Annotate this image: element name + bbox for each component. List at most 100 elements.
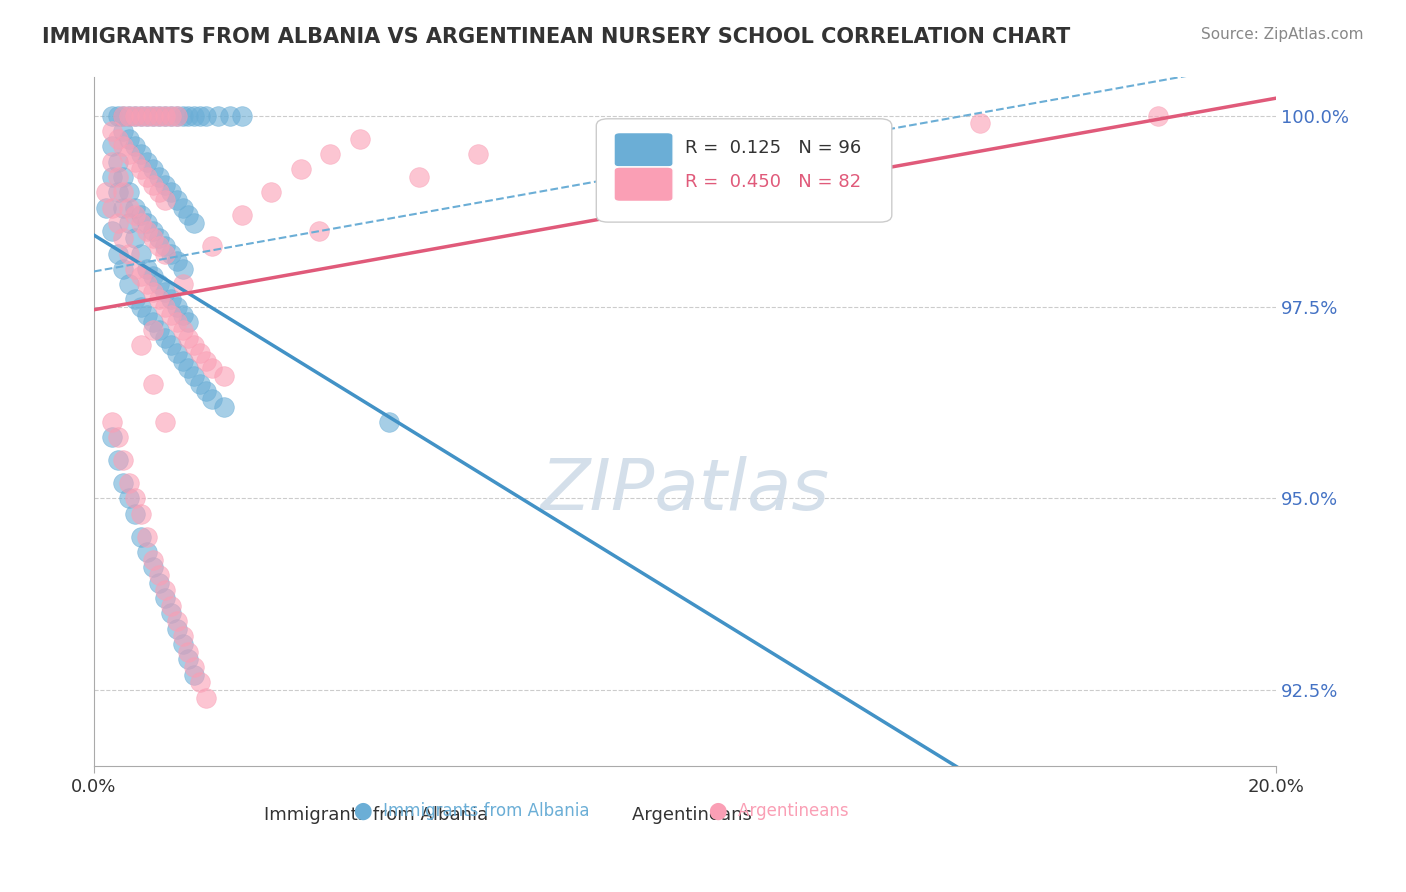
Text: Immigrants from Albania                         Argentineans: Immigrants from Albania Argentineans bbox=[264, 805, 752, 823]
Point bbox=[159, 246, 181, 260]
Point bbox=[159, 607, 181, 621]
Point bbox=[100, 154, 122, 169]
Point bbox=[188, 346, 211, 360]
Point bbox=[183, 660, 205, 674]
Text: ZIPatlas: ZIPatlas bbox=[540, 457, 830, 525]
Point bbox=[195, 384, 218, 399]
Point bbox=[183, 216, 205, 230]
Point bbox=[142, 109, 165, 123]
Point bbox=[172, 323, 194, 337]
FancyBboxPatch shape bbox=[596, 119, 891, 222]
Point bbox=[159, 109, 181, 123]
Point bbox=[142, 285, 165, 299]
Point bbox=[166, 193, 188, 207]
Point bbox=[148, 186, 170, 200]
Point bbox=[172, 353, 194, 368]
Point bbox=[107, 154, 129, 169]
Point bbox=[118, 147, 141, 161]
Point bbox=[124, 109, 146, 123]
Point bbox=[231, 109, 253, 123]
Point bbox=[142, 376, 165, 391]
Point bbox=[319, 147, 342, 161]
Point bbox=[124, 507, 146, 521]
Point bbox=[107, 453, 129, 467]
Point bbox=[107, 246, 129, 260]
Point bbox=[148, 239, 170, 253]
Point bbox=[142, 162, 165, 177]
Point bbox=[183, 338, 205, 352]
Point bbox=[124, 109, 146, 123]
Point bbox=[100, 415, 122, 429]
Point bbox=[112, 201, 135, 215]
Point bbox=[153, 109, 176, 123]
Point bbox=[218, 109, 240, 123]
Point bbox=[195, 690, 218, 705]
Point bbox=[148, 109, 170, 123]
Point bbox=[148, 568, 170, 582]
Text: Source: ZipAtlas.com: Source: ZipAtlas.com bbox=[1201, 27, 1364, 42]
Point bbox=[177, 361, 200, 376]
Point bbox=[129, 269, 152, 284]
Point bbox=[153, 331, 176, 345]
Point bbox=[136, 308, 159, 322]
Point bbox=[136, 169, 159, 184]
Text: R =  0.125   N = 96: R = 0.125 N = 96 bbox=[685, 139, 862, 157]
Point bbox=[124, 231, 146, 245]
Point bbox=[112, 124, 135, 138]
Point bbox=[153, 415, 176, 429]
Point bbox=[107, 216, 129, 230]
Point bbox=[166, 300, 188, 314]
Point bbox=[177, 315, 200, 329]
Point bbox=[142, 560, 165, 574]
Point bbox=[148, 277, 170, 292]
Point bbox=[188, 376, 211, 391]
Point bbox=[118, 476, 141, 491]
Point bbox=[177, 208, 200, 222]
Point bbox=[148, 231, 170, 245]
Point bbox=[112, 109, 135, 123]
Point bbox=[100, 201, 122, 215]
Point bbox=[153, 193, 176, 207]
Point bbox=[112, 139, 135, 153]
Point bbox=[212, 369, 235, 384]
Point bbox=[112, 453, 135, 467]
Point bbox=[107, 430, 129, 444]
Point bbox=[118, 491, 141, 506]
Point bbox=[124, 208, 146, 222]
Point bbox=[142, 231, 165, 245]
Point bbox=[142, 178, 165, 192]
Point bbox=[159, 308, 181, 322]
Point bbox=[153, 246, 176, 260]
Point bbox=[136, 223, 159, 237]
Point bbox=[107, 131, 129, 145]
Point bbox=[100, 223, 122, 237]
Point bbox=[129, 300, 152, 314]
Point bbox=[195, 109, 218, 123]
Point bbox=[153, 239, 176, 253]
Point bbox=[290, 162, 312, 177]
Point bbox=[195, 353, 218, 368]
Point bbox=[172, 637, 194, 651]
Point bbox=[124, 139, 146, 153]
Point bbox=[177, 331, 200, 345]
Point bbox=[129, 246, 152, 260]
Point bbox=[142, 552, 165, 566]
Point bbox=[118, 109, 141, 123]
Point bbox=[153, 109, 176, 123]
Point bbox=[349, 131, 371, 145]
Point bbox=[118, 186, 141, 200]
Point bbox=[129, 162, 152, 177]
Point bbox=[118, 109, 141, 123]
Point bbox=[148, 323, 170, 337]
Point bbox=[212, 400, 235, 414]
Point bbox=[177, 652, 200, 666]
Point bbox=[142, 323, 165, 337]
Point bbox=[124, 293, 146, 307]
Point bbox=[136, 109, 159, 123]
Point bbox=[129, 208, 152, 222]
Point bbox=[201, 392, 224, 406]
Point bbox=[136, 530, 159, 544]
Point bbox=[172, 308, 194, 322]
Point bbox=[136, 109, 159, 123]
Point bbox=[100, 430, 122, 444]
